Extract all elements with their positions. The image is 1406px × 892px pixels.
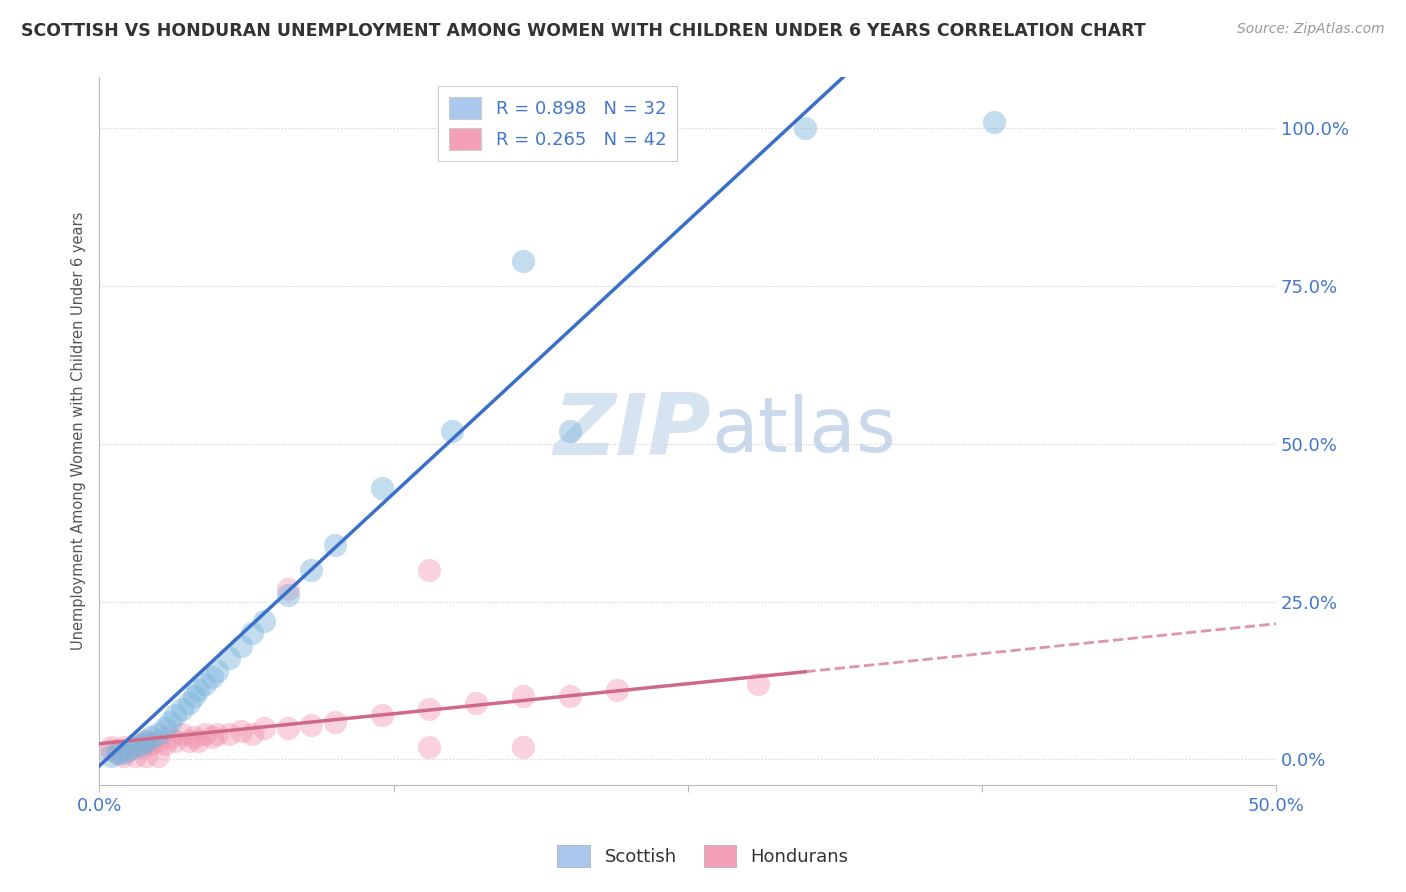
Text: atlas: atlas <box>711 394 896 468</box>
Point <box>277 582 299 596</box>
Point <box>135 733 157 747</box>
Point <box>155 737 177 751</box>
Point <box>111 746 134 760</box>
Point <box>558 424 581 438</box>
Point <box>218 727 240 741</box>
Point <box>418 702 440 716</box>
Point <box>187 683 209 698</box>
Point <box>512 253 534 268</box>
Point <box>277 588 299 602</box>
Point <box>183 690 205 704</box>
Point <box>441 424 464 438</box>
Point <box>117 743 139 757</box>
Y-axis label: Unemployment Among Women with Children Under 6 years: Unemployment Among Women with Children U… <box>72 212 86 650</box>
Point <box>124 749 146 764</box>
Point <box>323 714 346 729</box>
Point <box>111 749 134 764</box>
Text: ZIP: ZIP <box>554 390 711 473</box>
Point <box>107 746 129 760</box>
Point <box>418 563 440 577</box>
Point <box>229 724 252 739</box>
Point <box>242 727 264 741</box>
Point <box>299 718 322 732</box>
Point <box>124 739 146 754</box>
Point <box>117 743 139 757</box>
Point <box>159 731 181 745</box>
Point <box>135 733 157 747</box>
Point <box>148 733 170 747</box>
Point <box>131 737 153 751</box>
Point <box>242 626 264 640</box>
Point <box>148 727 170 741</box>
Point <box>155 721 177 735</box>
Point <box>135 749 157 764</box>
Point <box>170 727 193 741</box>
Point <box>201 731 224 745</box>
Point <box>983 114 1005 128</box>
Legend: Scottish, Hondurans: Scottish, Hondurans <box>550 838 856 874</box>
Point <box>218 651 240 665</box>
Point <box>418 739 440 754</box>
Point <box>512 739 534 754</box>
Point <box>141 731 163 745</box>
Point <box>194 727 217 741</box>
Point <box>253 721 276 735</box>
Text: SCOTTISH VS HONDURAN UNEMPLOYMENT AMONG WOMEN WITH CHILDREN UNDER 6 YEARS CORREL: SCOTTISH VS HONDURAN UNEMPLOYMENT AMONG … <box>21 22 1146 40</box>
Point <box>323 538 346 552</box>
Point <box>558 690 581 704</box>
Point <box>371 481 394 495</box>
Point <box>299 563 322 577</box>
Point <box>187 733 209 747</box>
Point <box>177 733 200 747</box>
Point <box>205 727 228 741</box>
Point <box>100 743 122 757</box>
Point <box>229 639 252 653</box>
Point <box>794 120 817 135</box>
Point <box>100 739 122 754</box>
Point <box>253 614 276 628</box>
Point <box>747 676 769 690</box>
Point <box>111 739 134 754</box>
Point <box>163 708 186 723</box>
Point <box>194 676 217 690</box>
Point <box>606 683 628 698</box>
Text: Source: ZipAtlas.com: Source: ZipAtlas.com <box>1237 22 1385 37</box>
Point <box>277 721 299 735</box>
Point <box>100 749 122 764</box>
Point <box>177 696 200 710</box>
Point <box>107 746 129 760</box>
Legend: R = 0.898   N = 32, R = 0.265   N = 42: R = 0.898 N = 32, R = 0.265 N = 42 <box>437 87 678 161</box>
Point <box>201 670 224 684</box>
Point <box>159 714 181 729</box>
Point <box>163 733 186 747</box>
Point <box>205 664 228 678</box>
Point <box>131 739 153 754</box>
Point <box>148 749 170 764</box>
Point <box>464 696 486 710</box>
Point <box>170 702 193 716</box>
Point <box>141 737 163 751</box>
Point <box>512 690 534 704</box>
Point <box>183 731 205 745</box>
Point <box>371 708 394 723</box>
Point <box>124 737 146 751</box>
